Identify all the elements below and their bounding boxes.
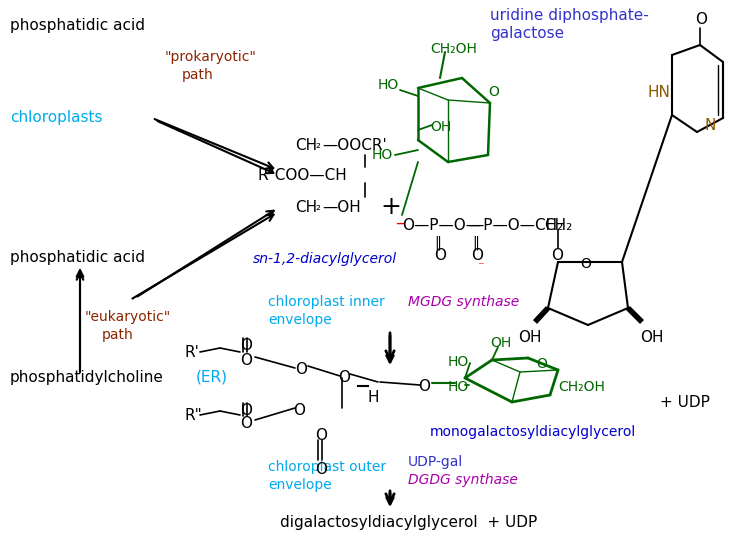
- Text: MGDG synthase: MGDG synthase: [408, 295, 519, 309]
- Text: O: O: [293, 403, 305, 418]
- Text: phosphatidic acid: phosphatidic acid: [10, 18, 145, 33]
- Text: ₂: ₂: [315, 200, 320, 213]
- Text: + UDP: + UDP: [660, 395, 710, 410]
- Text: chloroplast inner: chloroplast inner: [268, 295, 384, 309]
- Text: chloroplast outer: chloroplast outer: [268, 460, 386, 474]
- Text: N: N: [705, 118, 717, 133]
- Text: phosphatidylcholine: phosphatidylcholine: [10, 370, 164, 385]
- Text: HO: HO: [448, 380, 469, 394]
- Text: OH: OH: [490, 336, 512, 350]
- Text: O: O: [471, 248, 483, 263]
- Text: R': R': [185, 345, 200, 360]
- Text: CH₂: CH₂: [544, 218, 573, 233]
- Text: CH₂OH: CH₂OH: [558, 380, 605, 394]
- Text: —P—O—CH₂: —P—O—CH₂: [468, 218, 563, 233]
- Text: HN: HN: [648, 85, 671, 100]
- Text: O: O: [315, 462, 327, 477]
- Text: O: O: [418, 379, 430, 394]
- Text: galactose: galactose: [490, 26, 564, 41]
- Text: "prokaryotic": "prokaryotic": [165, 50, 257, 64]
- Text: (ER): (ER): [196, 370, 228, 385]
- Text: O: O: [338, 370, 350, 385]
- Text: OH: OH: [518, 330, 542, 345]
- Text: phosphatidic acid: phosphatidic acid: [10, 250, 145, 265]
- Text: path: path: [182, 68, 214, 82]
- Text: digalactosyldiacylglycerol  + UDP: digalactosyldiacylglycerol + UDP: [280, 515, 537, 530]
- Text: O: O: [536, 357, 547, 371]
- Text: HO: HO: [372, 148, 393, 162]
- Text: O: O: [240, 416, 252, 431]
- Text: monogalactosyldiacylglycerol: monogalactosyldiacylglycerol: [430, 425, 637, 439]
- Text: OH: OH: [430, 120, 451, 134]
- Text: CH₂OH: CH₂OH: [430, 42, 477, 56]
- Text: O: O: [240, 403, 252, 418]
- Text: R": R": [185, 408, 203, 423]
- Text: CH: CH: [295, 138, 317, 153]
- Text: DGDG synthase: DGDG synthase: [408, 473, 518, 487]
- Text: OH: OH: [640, 330, 664, 345]
- Text: O: O: [695, 12, 707, 27]
- Text: H: H: [368, 390, 379, 405]
- Text: ‖: ‖: [434, 236, 442, 250]
- Text: +: +: [380, 195, 401, 219]
- Text: O—P—O—: O—P—O—: [402, 218, 481, 233]
- Text: O: O: [434, 248, 446, 263]
- Text: CH: CH: [295, 200, 317, 215]
- Text: —OH: —OH: [322, 200, 361, 215]
- Text: HO: HO: [448, 355, 469, 369]
- Text: O: O: [551, 248, 563, 263]
- Text: O: O: [240, 338, 252, 353]
- Text: sn-1,2-diacylglycerol: sn-1,2-diacylglycerol: [253, 252, 397, 266]
- Text: envelope: envelope: [268, 313, 331, 327]
- Text: R"COO—CH: R"COO—CH: [258, 168, 348, 183]
- Text: "eukaryotic": "eukaryotic": [85, 310, 171, 324]
- Text: HO: HO: [378, 78, 399, 92]
- Text: ⁻: ⁻: [477, 260, 484, 273]
- Text: envelope: envelope: [268, 478, 331, 492]
- Text: O: O: [240, 353, 252, 368]
- Text: –: –: [395, 214, 404, 232]
- Text: —OOCR': —OOCR': [322, 138, 387, 153]
- Text: ‖: ‖: [473, 236, 479, 250]
- Text: ₂: ₂: [315, 138, 320, 151]
- Text: O: O: [295, 362, 307, 377]
- Text: chloroplasts: chloroplasts: [10, 110, 102, 125]
- Text: O: O: [315, 428, 327, 443]
- Text: UDP-gal: UDP-gal: [408, 455, 463, 469]
- Text: uridine diphosphate-: uridine diphosphate-: [490, 8, 649, 23]
- Text: path: path: [102, 328, 134, 342]
- Text: O: O: [488, 85, 499, 99]
- Text: O: O: [580, 257, 591, 271]
